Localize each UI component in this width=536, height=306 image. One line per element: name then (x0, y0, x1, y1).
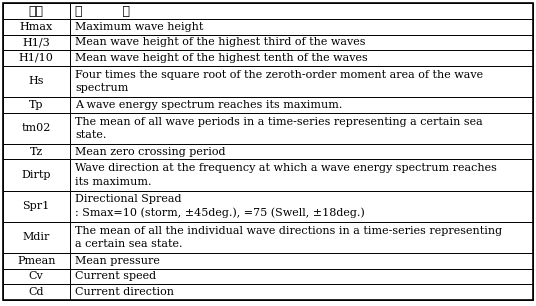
Bar (3, 269, 70, 284)
Text: Current speed: Current speed (75, 271, 156, 282)
Bar (70, 191, 533, 222)
Text: Maximum wave height: Maximum wave height (75, 22, 204, 32)
Bar (70, 113, 533, 144)
Text: Mean wave height of the highest third of the waves: Mean wave height of the highest third of… (75, 37, 366, 47)
Bar (3, 35, 70, 50)
Bar (3, 222, 70, 253)
Text: Spr1: Spr1 (23, 201, 50, 211)
Bar (70, 144, 533, 159)
Bar (70, 66, 533, 97)
Bar (3, 191, 70, 222)
Bar (3, 50, 70, 66)
Bar (3, 253, 70, 269)
Bar (3, 113, 70, 144)
Text: H1/3: H1/3 (23, 37, 50, 47)
Text: Cv: Cv (29, 271, 43, 282)
Text: Four times the square root of the zeroth-order moment area of the wave
spectrum: Four times the square root of the zeroth… (75, 70, 483, 93)
Bar (70, 19, 533, 35)
Bar (3, 97, 70, 113)
Text: 목록: 목록 (29, 5, 43, 17)
Text: Tz: Tz (29, 147, 43, 157)
Bar (3, 3, 70, 19)
Text: A wave energy spectrum reaches its maximum.: A wave energy spectrum reaches its maxim… (75, 100, 343, 110)
Text: Mean pressure: Mean pressure (75, 256, 160, 266)
Bar (3, 284, 70, 300)
Bar (70, 50, 533, 66)
Bar (70, 253, 533, 269)
Bar (70, 159, 533, 191)
Text: Pmean: Pmean (17, 256, 55, 266)
Text: Hmax: Hmax (19, 22, 53, 32)
Bar (70, 269, 533, 284)
Bar (3, 159, 70, 191)
Text: Directional Spread
: Smax=10 (storm, ±45deg.), =75 (Swell, ±18deg.): Directional Spread : Smax=10 (storm, ±45… (75, 194, 365, 218)
Bar (3, 19, 70, 35)
Bar (3, 144, 70, 159)
Text: The mean of all wave periods in a time-series representing a certain sea
state.: The mean of all wave periods in a time-s… (75, 117, 483, 140)
Text: 설          명: 설 명 (75, 5, 130, 17)
Text: Wave direction at the frequency at which a wave energy spectrum reaches
its maxi: Wave direction at the frequency at which… (75, 163, 497, 187)
Bar (70, 35, 533, 50)
Text: Hs: Hs (28, 76, 44, 86)
Bar (70, 284, 533, 300)
Text: Mean zero crossing period: Mean zero crossing period (75, 147, 226, 157)
Text: Cd: Cd (28, 287, 44, 297)
Text: The mean of all the individual wave directions in a time-series representing
a c: The mean of all the individual wave dire… (75, 226, 502, 249)
Bar (3, 66, 70, 97)
Text: Dirtp: Dirtp (21, 170, 51, 180)
Text: H1/10: H1/10 (19, 53, 54, 63)
Bar (70, 3, 533, 19)
Text: Tp: Tp (29, 100, 43, 110)
Text: tm02: tm02 (21, 123, 51, 133)
Bar (70, 222, 533, 253)
Bar (70, 97, 533, 113)
Text: Mdir: Mdir (23, 233, 50, 242)
Text: Current direction: Current direction (75, 287, 174, 297)
Text: Mean wave height of the highest tenth of the waves: Mean wave height of the highest tenth of… (75, 53, 368, 63)
